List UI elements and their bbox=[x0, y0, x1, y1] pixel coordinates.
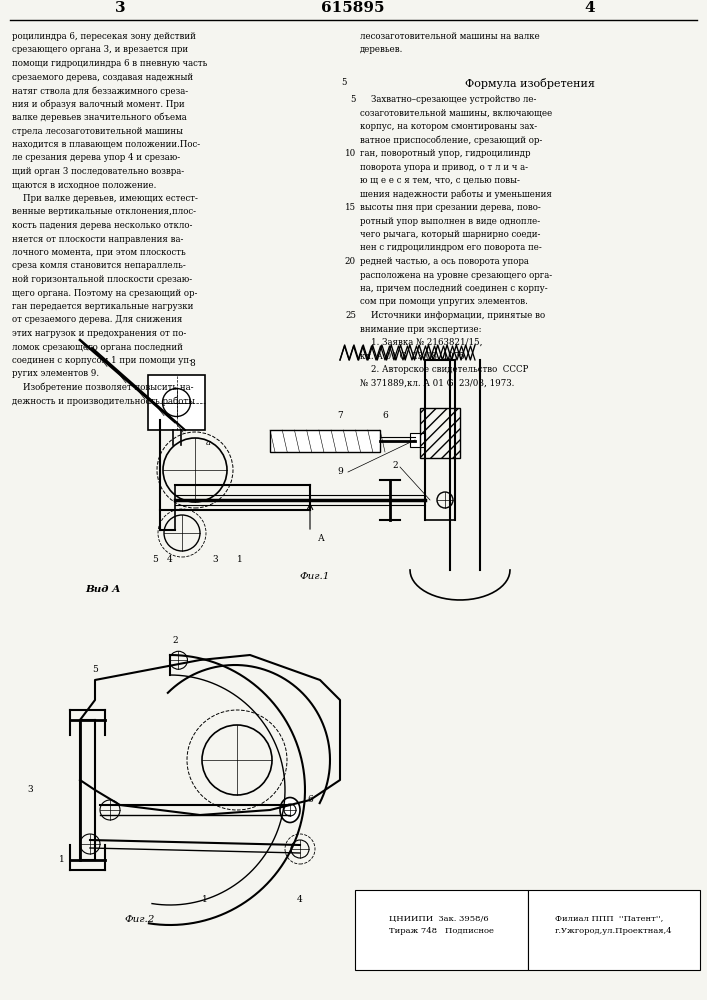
Text: А: А bbox=[318, 534, 325, 543]
Text: ган, поворотный упор, гидроцилиндр: ган, поворотный упор, гидроцилиндр bbox=[360, 149, 530, 158]
Text: 615895: 615895 bbox=[321, 1, 385, 15]
Text: стрела лесозаготовительной машины: стрела лесозаготовительной машины bbox=[12, 126, 183, 135]
Text: деревьев.: деревьев. bbox=[360, 45, 404, 54]
Bar bbox=[270, 430, 380, 452]
Text: сом при помощи упругих элементов.: сом при помощи упругих элементов. bbox=[360, 298, 528, 306]
Text: щаются в исходное положение.: щаются в исходное положение. bbox=[12, 180, 156, 190]
Text: кость падения дерева несколько откло-: кость падения дерева несколько откло- bbox=[12, 221, 192, 230]
Text: лесозаготовительной машины на валке: лесозаготовительной машины на валке bbox=[360, 32, 539, 41]
Text: Захватно–срезающее устройство ле-: Захватно–срезающее устройство ле- bbox=[360, 95, 537, 104]
Text: 5: 5 bbox=[152, 555, 158, 564]
Text: Фиг.1: Фиг.1 bbox=[300, 572, 330, 581]
Text: 6: 6 bbox=[382, 411, 388, 420]
Text: ватное приспособление, срезающий ор-: ватное приспособление, срезающий ор- bbox=[360, 135, 542, 145]
Text: дежность и производительность работы: дежность и производительность работы bbox=[12, 396, 195, 406]
Text: внимание при экспертизе:: внимание при экспертизе: bbox=[360, 324, 481, 334]
Text: созаготовительной машины, включающее: созаготовительной машины, включающее bbox=[360, 108, 552, 117]
Text: няется от плоскости направления ва-: няется от плоскости направления ва- bbox=[12, 234, 183, 243]
Bar bbox=[528, 890, 700, 970]
Text: 1: 1 bbox=[237, 555, 243, 564]
Text: ле срезания дерева упор 4 и срезаю-: ле срезания дерева упор 4 и срезаю- bbox=[12, 153, 180, 162]
Text: этих нагрузок и предохранения от по-: этих нагрузок и предохранения от по- bbox=[12, 329, 186, 338]
Text: кл. А 01 G  23/08, 1975.: кл. А 01 G 23/08, 1975. bbox=[360, 352, 467, 360]
Text: роцилиндра 6, пересекая зону действий: роцилиндра 6, пересекая зону действий bbox=[12, 32, 196, 41]
Text: 1: 1 bbox=[59, 856, 65, 864]
Text: a: a bbox=[206, 439, 211, 447]
Text: редней частью, а ось поворота упора: редней частью, а ось поворота упора bbox=[360, 257, 529, 266]
Text: шения надежности работы и уменьшения: шения надежности работы и уменьшения bbox=[360, 190, 552, 199]
Text: 2. Авторское свидетельство  СССР: 2. Авторское свидетельство СССР bbox=[360, 365, 528, 374]
Text: ной горизонтальной плоскости срезаю-: ной горизонтальной плоскости срезаю- bbox=[12, 275, 192, 284]
Text: поворота упора и привод, о т л и ч а-: поворота упора и привод, о т л и ч а- bbox=[360, 162, 528, 172]
Text: помощи гидроцилиндра 6 в пневную часть: помощи гидроцилиндра 6 в пневную часть bbox=[12, 59, 207, 68]
Text: ломок срезающего органа последний: ломок срезающего органа последний bbox=[12, 342, 183, 352]
Bar bbox=[410, 433, 425, 447]
Text: валке деревьев значительного объема: валке деревьев значительного объема bbox=[12, 113, 187, 122]
Text: Фиг.2: Фиг.2 bbox=[125, 915, 156, 924]
Text: 8: 8 bbox=[189, 359, 195, 368]
Text: Формула изобретения: Формула изобретения bbox=[465, 78, 595, 89]
Text: 3: 3 bbox=[212, 555, 218, 564]
Text: венные вертикальные отклонения,плос-: венные вертикальные отклонения,плос- bbox=[12, 208, 196, 217]
Bar bbox=[420, 408, 460, 458]
Text: 5: 5 bbox=[92, 666, 98, 674]
Text: чего рычага, который шарнирно соеди-: чего рычага, который шарнирно соеди- bbox=[360, 230, 540, 239]
Text: 4: 4 bbox=[585, 1, 595, 15]
Text: высоты пня при срезании дерева, пово-: высоты пня при срезании дерева, пово- bbox=[360, 203, 541, 212]
Text: Изобретение позволяет повысить на-: Изобретение позволяет повысить на- bbox=[12, 383, 194, 392]
Text: расположена на уровне срезающего орга-: расположена на уровне срезающего орга- bbox=[360, 270, 552, 279]
Text: натяг ствола для беззажимного среза-: натяг ствола для беззажимного среза- bbox=[12, 86, 188, 96]
Text: 9: 9 bbox=[337, 468, 343, 477]
Text: среза комля становится непараллель-: среза комля становится непараллель- bbox=[12, 261, 186, 270]
Text: срезаемого дерева, создавая надежный: срезаемого дерева, создавая надежный bbox=[12, 73, 193, 82]
Text: на, причем последний соединен с корпу-: на, причем последний соединен с корпу- bbox=[360, 284, 548, 293]
Text: 5: 5 bbox=[351, 95, 356, 104]
Text: ния и образуя валочный момент. При: ния и образуя валочный момент. При bbox=[12, 100, 185, 109]
Text: срезающего органа 3, и врезается при: срезающего органа 3, и врезается при bbox=[12, 45, 188, 54]
Text: При валке деревьев, имеющих естест-: При валке деревьев, имеющих естест- bbox=[12, 194, 198, 203]
Text: 2: 2 bbox=[173, 636, 178, 645]
Text: 4: 4 bbox=[297, 896, 303, 904]
Text: 2: 2 bbox=[392, 460, 398, 470]
Text: нен с гидроцилиндром его поворота пе-: нен с гидроцилиндром его поворота пе- bbox=[360, 243, 542, 252]
Text: щего органа. Поэтому на срезающий ор-: щего органа. Поэтому на срезающий ор- bbox=[12, 288, 197, 298]
Text: 10: 10 bbox=[345, 149, 356, 158]
Text: 6: 6 bbox=[307, 796, 313, 804]
Text: Вид А: Вид А bbox=[85, 585, 121, 594]
Text: соединен с корпусом 1 при помощи уп-: соединен с корпусом 1 при помощи уп- bbox=[12, 356, 192, 365]
Text: находится в плавающем положении.Пос-: находится в плавающем положении.Пос- bbox=[12, 140, 200, 149]
Text: 1: 1 bbox=[202, 896, 208, 904]
Ellipse shape bbox=[280, 798, 300, 822]
Text: 7: 7 bbox=[337, 411, 343, 420]
Text: Филиал ППП  ''Патент'',
г.Ужгород,ул.Проектная,4: Филиал ППП ''Патент'', г.Ужгород,ул.Прое… bbox=[555, 915, 673, 935]
Text: № 371889,кл. А 01 G  23/08, 1973.: № 371889,кл. А 01 G 23/08, 1973. bbox=[360, 378, 515, 387]
Text: от срезаемого дерева. Для снижения: от срезаемого дерева. Для снижения bbox=[12, 316, 182, 324]
Text: ю щ е е с я тем, что, с целью повы-: ю щ е е с я тем, что, с целью повы- bbox=[360, 176, 520, 185]
Text: 3: 3 bbox=[27, 786, 33, 794]
Text: ротный упор выполнен в виде однопле-: ротный упор выполнен в виде однопле- bbox=[360, 217, 540, 226]
Text: корпус, на котором смонтированы зах-: корпус, на котором смонтированы зах- bbox=[360, 122, 537, 131]
Text: ругих элементов 9.: ругих элементов 9. bbox=[12, 369, 99, 378]
Text: 3: 3 bbox=[115, 1, 125, 15]
Text: щий орган 3 последовательно возвра-: щий орган 3 последовательно возвра- bbox=[12, 167, 184, 176]
Text: 1. Заявка № 2163821/15,: 1. Заявка № 2163821/15, bbox=[360, 338, 482, 347]
Text: 15: 15 bbox=[345, 203, 356, 212]
Text: ЦНИИПИ  Зак. 3958/6
Тираж 748   Подписное: ЦНИИПИ Зак. 3958/6 Тираж 748 Подписное bbox=[389, 915, 494, 935]
Text: Источники информации, принятые во: Источники информации, принятые во bbox=[360, 311, 545, 320]
Text: 5: 5 bbox=[341, 78, 347, 87]
Bar bbox=[355, 890, 528, 970]
Text: 25: 25 bbox=[345, 311, 356, 320]
Text: 20: 20 bbox=[345, 257, 356, 266]
Text: 4: 4 bbox=[167, 555, 173, 564]
Bar bbox=[148, 375, 205, 430]
Text: лочного момента, при этом плоскость: лочного момента, при этом плоскость bbox=[12, 248, 186, 257]
Text: ган передается вертикальные нагрузки: ган передается вертикальные нагрузки bbox=[12, 302, 194, 311]
